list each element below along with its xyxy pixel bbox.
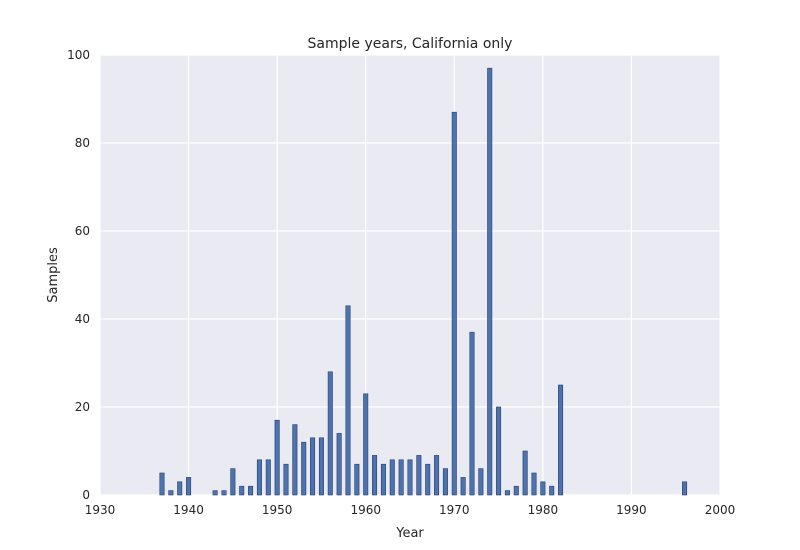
y-axis-label: Samples xyxy=(46,247,61,303)
bars xyxy=(159,67,688,496)
bar-1965 xyxy=(407,459,413,496)
bar-1945 xyxy=(230,468,236,496)
bar-1940 xyxy=(186,477,192,496)
bar-1966 xyxy=(416,455,422,496)
x-tick-label: 1930 xyxy=(85,503,116,517)
x-axis-label: Year xyxy=(395,526,424,541)
bar-1956 xyxy=(327,371,333,496)
bar-1964 xyxy=(398,459,404,496)
bar-1978 xyxy=(522,450,528,496)
bar-1951 xyxy=(283,463,289,496)
y-tick-label: 40 xyxy=(75,312,90,326)
x-tick-labels: 1930 1940 1950 1960 1970 1980 1990 2000 xyxy=(85,503,736,517)
bar-1968 xyxy=(434,455,440,496)
bar-1943 xyxy=(212,490,218,496)
x-tick-label: 1960 xyxy=(350,503,381,517)
bar-1982 xyxy=(558,384,564,496)
plot-area xyxy=(100,55,720,495)
x-tick-label: 1940 xyxy=(173,503,204,517)
bar-1967 xyxy=(425,463,431,496)
bar-1960 xyxy=(363,393,369,496)
bar-1971 xyxy=(460,477,466,496)
bar-1979 xyxy=(531,472,537,496)
x-tick-label: 1990 xyxy=(616,503,647,517)
bar-1973 xyxy=(478,468,484,496)
bar-1976 xyxy=(504,490,510,496)
x-tick-label: 1970 xyxy=(439,503,470,517)
bar-1980 xyxy=(540,481,546,496)
bar-1959 xyxy=(354,463,360,496)
bar-1953 xyxy=(301,441,307,496)
bar-1955 xyxy=(318,437,324,496)
y-tick-label: 100 xyxy=(67,48,90,62)
bar-1937 xyxy=(159,472,165,496)
bar-1946 xyxy=(239,485,245,496)
bar-1950 xyxy=(274,419,280,496)
bar-1952 xyxy=(292,424,298,496)
bar-1947 xyxy=(248,485,254,496)
bar-1972 xyxy=(469,331,475,496)
bar-1963 xyxy=(389,459,395,496)
bar-1981 xyxy=(549,485,555,496)
y-tick-label: 0 xyxy=(82,488,90,502)
bar-1948 xyxy=(256,459,262,496)
bar-1969 xyxy=(442,468,448,496)
bar-1958 xyxy=(345,305,351,496)
y-tick-labels: 0 20 40 60 80 100 xyxy=(67,48,90,502)
bar-1961 xyxy=(372,455,378,496)
bar-1974 xyxy=(487,67,493,496)
x-tick-label: 1950 xyxy=(262,503,293,517)
bar-1939 xyxy=(177,481,183,496)
x-tick-label: 2000 xyxy=(705,503,736,517)
bar-1938 xyxy=(168,490,174,496)
y-tick-label: 60 xyxy=(75,224,90,238)
bar-1954 xyxy=(310,437,316,496)
bar-1957 xyxy=(336,433,342,496)
bar-1944 xyxy=(221,490,227,496)
y-tick-label: 20 xyxy=(75,400,90,414)
chart-title: Sample years, California only xyxy=(308,36,513,52)
bar-1962 xyxy=(380,463,386,496)
y-tick-label: 80 xyxy=(75,136,90,150)
bar-1975 xyxy=(496,406,502,496)
bar-1996 xyxy=(682,481,688,496)
bar-1977 xyxy=(513,485,519,496)
bar-1949 xyxy=(265,459,271,496)
bar-1970 xyxy=(451,111,457,496)
x-tick-label: 1980 xyxy=(528,503,559,517)
